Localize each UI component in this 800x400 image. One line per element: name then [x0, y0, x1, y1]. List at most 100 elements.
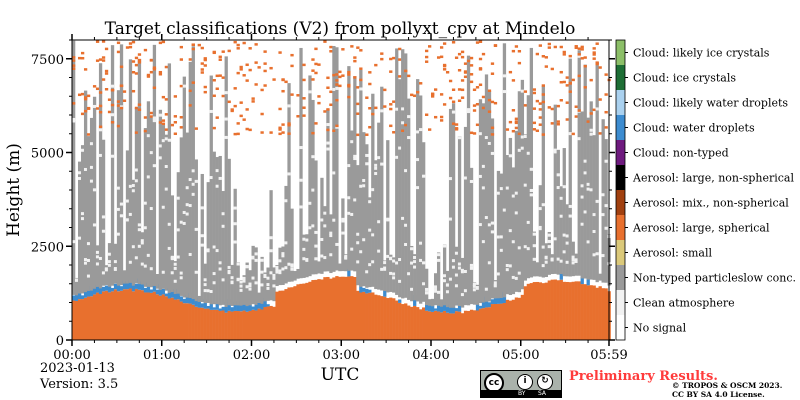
aerosol-large-spherical-cell [305, 282, 309, 340]
aerosol-large-spherical-cell [89, 296, 94, 340]
upper-aerosol-speck [242, 74, 246, 77]
non-typed-particle-cell [227, 158, 231, 306]
clean-atmosphere-cell [206, 248, 210, 252]
water-cloud-cell [72, 295, 76, 301]
upper-aerosol-speck [481, 95, 486, 99]
upper-aerosol-speck [365, 96, 369, 99]
clean-atmosphere-cell [113, 267, 118, 271]
clean-atmosphere-cell [457, 262, 462, 266]
clean-atmosphere-cell [72, 240, 76, 244]
upper-aerosol-speck [580, 48, 584, 51]
clean-atmosphere-cell [236, 262, 240, 266]
upper-aerosol-speck [538, 44, 542, 47]
water-cloud-cell [74, 293, 79, 301]
aerosol-large-spherical-cell [188, 303, 192, 340]
upper-aerosol-speck [116, 124, 121, 128]
water-cloud-cell [457, 302, 462, 312]
clean-atmosphere-cell [601, 193, 605, 197]
upper-aerosol-speck [532, 121, 537, 125]
upper-aerosol-speck [442, 68, 447, 71]
clean-atmosphere-cell [404, 243, 408, 247]
clean-atmosphere-cell [323, 224, 327, 228]
upper-aerosol-speck [478, 67, 483, 70]
non-typed-particle-cell [374, 160, 378, 290]
upper-aerosol-speck [547, 42, 551, 46]
clean-atmosphere-cell [224, 135, 228, 139]
non-typed-particle-cell [314, 160, 318, 275]
aerosol-large-spherical-cell [604, 288, 608, 340]
aerosol-large-spherical-cell [574, 281, 578, 340]
upper-aerosol-speck [335, 79, 339, 82]
upper-aerosol-speck [514, 126, 519, 130]
clean-atmosphere-cell [209, 176, 213, 180]
upper-aerosol-speck [514, 121, 519, 125]
upper-aerosol-speck [457, 99, 462, 102]
upper-aerosol-speck [161, 95, 166, 99]
clean-atmosphere-cell [377, 249, 381, 253]
water-cloud-cell [143, 287, 148, 293]
legend-swatch [616, 315, 625, 340]
aerosol-large-spherical-cell [215, 309, 219, 340]
water-cloud-cell [266, 304, 270, 307]
upper-aerosol-speck [200, 46, 204, 50]
water-cloud-cell [454, 308, 459, 312]
clean-atmosphere-cell [392, 276, 396, 280]
water-cloud-cell [149, 289, 154, 293]
clean-atmosphere-cell [436, 290, 441, 294]
non-typed-particle-cell [72, 40, 76, 295]
non-typed-particle-cell [410, 245, 414, 302]
upper-aerosol-speck [451, 88, 456, 91]
upper-aerosol-speck [143, 48, 148, 52]
upper-aerosol-speck [251, 97, 255, 100]
non-typed-particle-cell [475, 284, 480, 305]
aerosol-large-spherical-cell [505, 299, 510, 340]
clean-atmosphere-cell [212, 281, 216, 285]
water-cloud-cell [182, 298, 186, 304]
upper-aerosol-speck [463, 75, 468, 79]
clean-atmosphere-cell [275, 268, 279, 272]
clean-atmosphere-cell [511, 275, 516, 279]
upper-aerosol-speck [595, 42, 599, 45]
clean-atmosphere-cell [266, 276, 270, 280]
aerosol-large-spherical-cell [553, 279, 557, 340]
upper-aerosol-speck [311, 78, 315, 81]
clean-atmosphere-cell [502, 74, 507, 78]
aerosol-large-spherical-cell [179, 301, 183, 340]
clean-atmosphere-cell [389, 256, 393, 260]
non-typed-particle-cell [302, 234, 306, 278]
aerosol-large-spherical-cell [341, 276, 345, 340]
clean-atmosphere-cell [287, 262, 291, 266]
clean-atmosphere-cell [371, 233, 375, 237]
upper-aerosol-speck [505, 128, 510, 131]
upper-aerosol-speck [72, 56, 76, 59]
non-typed-particle-cell [463, 126, 468, 306]
upper-aerosol-speck [290, 64, 294, 68]
clean-atmosphere-cell [335, 86, 339, 90]
clean-atmosphere-cell [254, 252, 258, 256]
clean-atmosphere-cell [356, 241, 360, 245]
upper-aerosol-speck [263, 84, 267, 87]
legend-swatch [616, 215, 625, 240]
water-cloud-cell [176, 289, 180, 300]
clean-atmosphere-cell [520, 135, 525, 139]
upper-aerosol-speck [290, 53, 294, 57]
upper-aerosol-speck [341, 48, 345, 51]
non-typed-particle-cell [568, 58, 572, 277]
date-label: 2023-01-13 [40, 361, 115, 376]
aerosol-large-spherical-cell [326, 276, 330, 340]
non-typed-particle-cell [478, 99, 483, 304]
upper-aerosol-speck [98, 58, 103, 61]
aerosol-large-spherical-cell [395, 300, 399, 340]
aerosol-large-spherical-cell [404, 303, 408, 340]
non-typed-particle-cell [577, 50, 581, 276]
upper-aerosol-speck [227, 49, 231, 53]
upper-aerosol-speck [598, 98, 602, 101]
clean-atmosphere-cell [179, 220, 183, 224]
upper-aerosol-speck [562, 50, 566, 54]
aerosol-large-spherical-cell [173, 299, 178, 340]
clean-atmosphere-cell [541, 264, 545, 268]
clean-atmosphere-cell [314, 230, 318, 234]
aerosol-large-spherical-cell [436, 311, 441, 340]
upper-aerosol-speck [203, 58, 207, 62]
clean-atmosphere-cell [287, 172, 291, 176]
